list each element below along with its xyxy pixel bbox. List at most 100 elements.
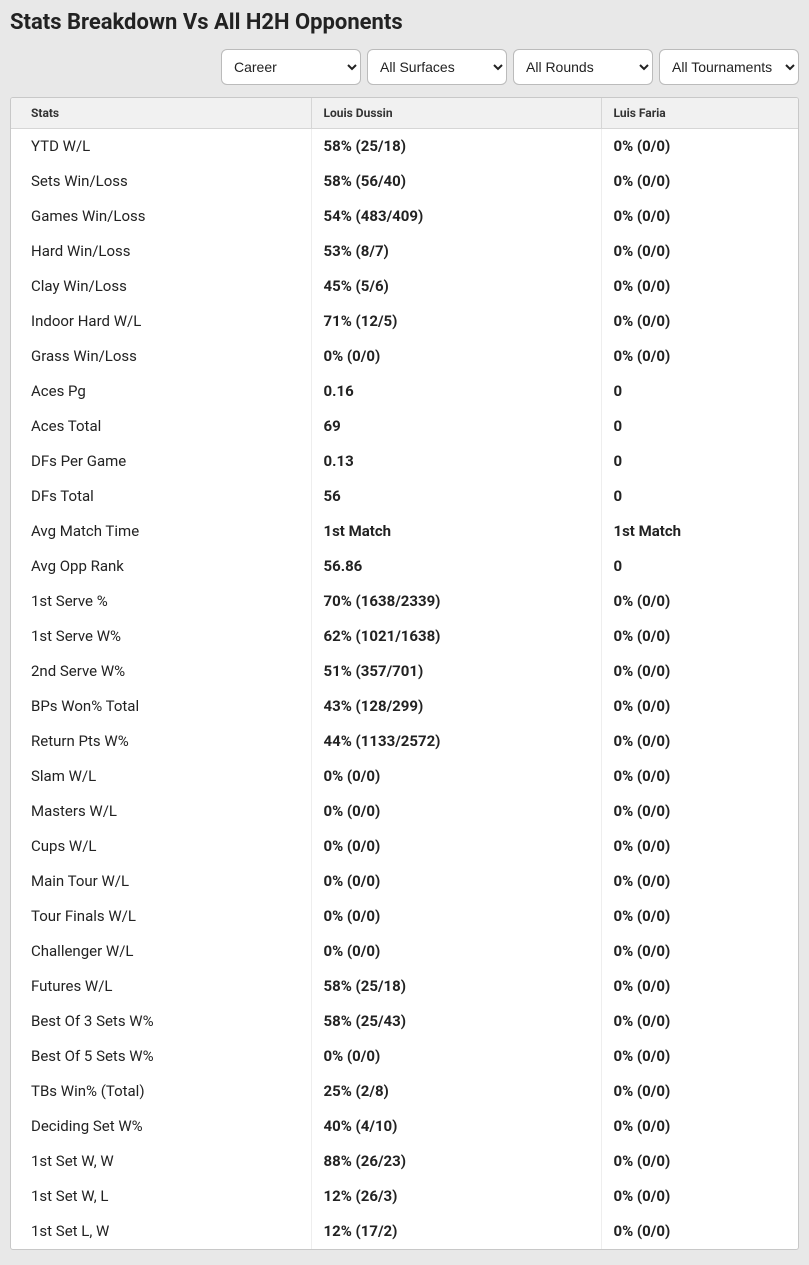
table-row: Avg Opp Rank56.860	[11, 549, 798, 584]
table-row: Best Of 5 Sets W%0% (0/0)0% (0/0)	[11, 1039, 798, 1074]
player1-value: 71% (12/5)	[311, 304, 601, 339]
table-row: 2nd Serve W%51% (357/701)0% (0/0)	[11, 654, 798, 689]
page-title: Stats Breakdown Vs All H2H Opponents	[10, 10, 799, 35]
table-row: Sets Win/Loss58% (56/40)0% (0/0)	[11, 164, 798, 199]
player2-value: 0% (0/0)	[601, 269, 798, 304]
player2-value: 0% (0/0)	[601, 864, 798, 899]
stat-label: Indoor Hard W/L	[11, 304, 311, 339]
player2-value: 0% (0/0)	[601, 724, 798, 759]
stat-label: DFs Per Game	[11, 444, 311, 479]
table-row: 1st Set W, W88% (26/23)0% (0/0)	[11, 1144, 798, 1179]
player2-value: 0	[601, 479, 798, 514]
player2-value: 0% (0/0)	[601, 899, 798, 934]
table-row: YTD W/L58% (25/18)0% (0/0)	[11, 129, 798, 164]
stat-label: Cups W/L	[11, 829, 311, 864]
round-select[interactable]: All Rounds	[513, 49, 653, 85]
stat-label: Avg Opp Rank	[11, 549, 311, 584]
table-row: 1st Serve W%62% (1021/1638)0% (0/0)	[11, 619, 798, 654]
table-row: Tour Finals W/L0% (0/0)0% (0/0)	[11, 899, 798, 934]
stat-label: 1st Set W, L	[11, 1179, 311, 1214]
player2-value: 0	[601, 549, 798, 584]
player1-value: 0% (0/0)	[311, 794, 601, 829]
table-row: Best Of 3 Sets W%58% (25/43)0% (0/0)	[11, 1004, 798, 1039]
stat-label: 1st Serve %	[11, 584, 311, 619]
table-row: 1st Set W, L12% (26/3)0% (0/0)	[11, 1179, 798, 1214]
player1-value: 58% (25/18)	[311, 129, 601, 164]
stat-label: Tour Finals W/L	[11, 899, 311, 934]
surface-select[interactable]: All Surfaces	[367, 49, 507, 85]
player1-value: 54% (483/409)	[311, 199, 601, 234]
player1-value: 44% (1133/2572)	[311, 724, 601, 759]
stat-label: 1st Set W, W	[11, 1144, 311, 1179]
stat-label: Grass Win/Loss	[11, 339, 311, 374]
player1-value: 58% (25/18)	[311, 969, 601, 1004]
player2-value: 0% (0/0)	[601, 584, 798, 619]
player1-value: 0% (0/0)	[311, 864, 601, 899]
player1-value: 51% (357/701)	[311, 654, 601, 689]
player1-value: 12% (17/2)	[311, 1214, 601, 1249]
player2-value: 0% (0/0)	[601, 619, 798, 654]
table-row: DFs Per Game0.130	[11, 444, 798, 479]
table-row: Aces Pg0.160	[11, 374, 798, 409]
stat-label: Deciding Set W%	[11, 1109, 311, 1144]
player2-value: 0	[601, 444, 798, 479]
stat-label: Avg Match Time	[11, 514, 311, 549]
player1-value: 25% (2/8)	[311, 1074, 601, 1109]
col-player1: Louis Dussin	[311, 98, 601, 129]
stat-label: TBs Win% (Total)	[11, 1074, 311, 1109]
table-row: TBs Win% (Total)25% (2/8)0% (0/0)	[11, 1074, 798, 1109]
player1-value: 40% (4/10)	[311, 1109, 601, 1144]
stat-label: Games Win/Loss	[11, 199, 311, 234]
table-row: 1st Serve %70% (1638/2339)0% (0/0)	[11, 584, 798, 619]
table-row: Hard Win/Loss53% (8/7)0% (0/0)	[11, 234, 798, 269]
player2-value: 0% (0/0)	[601, 1179, 798, 1214]
table-row: Main Tour W/L0% (0/0)0% (0/0)	[11, 864, 798, 899]
table-row: DFs Total560	[11, 479, 798, 514]
stat-label: Clay Win/Loss	[11, 269, 311, 304]
player2-value: 0% (0/0)	[601, 689, 798, 724]
player2-value: 0	[601, 374, 798, 409]
player1-value: 0% (0/0)	[311, 339, 601, 374]
col-stats: Stats	[11, 98, 311, 129]
table-row: Challenger W/L0% (0/0)0% (0/0)	[11, 934, 798, 969]
player1-value: 69	[311, 409, 601, 444]
player1-value: 88% (26/23)	[311, 1144, 601, 1179]
stat-label: YTD W/L	[11, 129, 311, 164]
player2-value: 0% (0/0)	[601, 1004, 798, 1039]
stat-label: Futures W/L	[11, 969, 311, 1004]
player2-value: 0% (0/0)	[601, 759, 798, 794]
player1-value: 70% (1638/2339)	[311, 584, 601, 619]
stat-label: Best Of 3 Sets W%	[11, 1004, 311, 1039]
stat-label: DFs Total	[11, 479, 311, 514]
player1-value: 58% (56/40)	[311, 164, 601, 199]
stat-label: BPs Won% Total	[11, 689, 311, 724]
player2-value: 0% (0/0)	[601, 829, 798, 864]
stat-label: Hard Win/Loss	[11, 234, 311, 269]
player2-value: 0	[601, 409, 798, 444]
table-row: Games Win/Loss54% (483/409)0% (0/0)	[11, 199, 798, 234]
player1-value: 56	[311, 479, 601, 514]
player2-value: 0% (0/0)	[601, 1109, 798, 1144]
table-row: Cups W/L0% (0/0)0% (0/0)	[11, 829, 798, 864]
table-row: Indoor Hard W/L71% (12/5)0% (0/0)	[11, 304, 798, 339]
stat-label: Best Of 5 Sets W%	[11, 1039, 311, 1074]
stat-label: Slam W/L	[11, 759, 311, 794]
tournament-select[interactable]: All Tournaments	[659, 49, 799, 85]
stat-label: Aces Total	[11, 409, 311, 444]
player2-value: 1st Match	[601, 514, 798, 549]
player1-value: 0% (0/0)	[311, 934, 601, 969]
player1-value: 62% (1021/1638)	[311, 619, 601, 654]
player1-value: 0% (0/0)	[311, 1039, 601, 1074]
table-row: Aces Total690	[11, 409, 798, 444]
player1-value: 0% (0/0)	[311, 829, 601, 864]
player2-value: 0% (0/0)	[601, 234, 798, 269]
player1-value: 0% (0/0)	[311, 899, 601, 934]
player1-value: 12% (26/3)	[311, 1179, 601, 1214]
player1-value: 45% (5/6)	[311, 269, 601, 304]
table-row: BPs Won% Total43% (128/299)0% (0/0)	[11, 689, 798, 724]
stat-label: 1st Serve W%	[11, 619, 311, 654]
filter-bar: Career All Surfaces All Rounds All Tourn…	[10, 49, 799, 85]
period-select[interactable]: Career	[221, 49, 361, 85]
player2-value: 0% (0/0)	[601, 129, 798, 164]
stat-label: Return Pts W%	[11, 724, 311, 759]
